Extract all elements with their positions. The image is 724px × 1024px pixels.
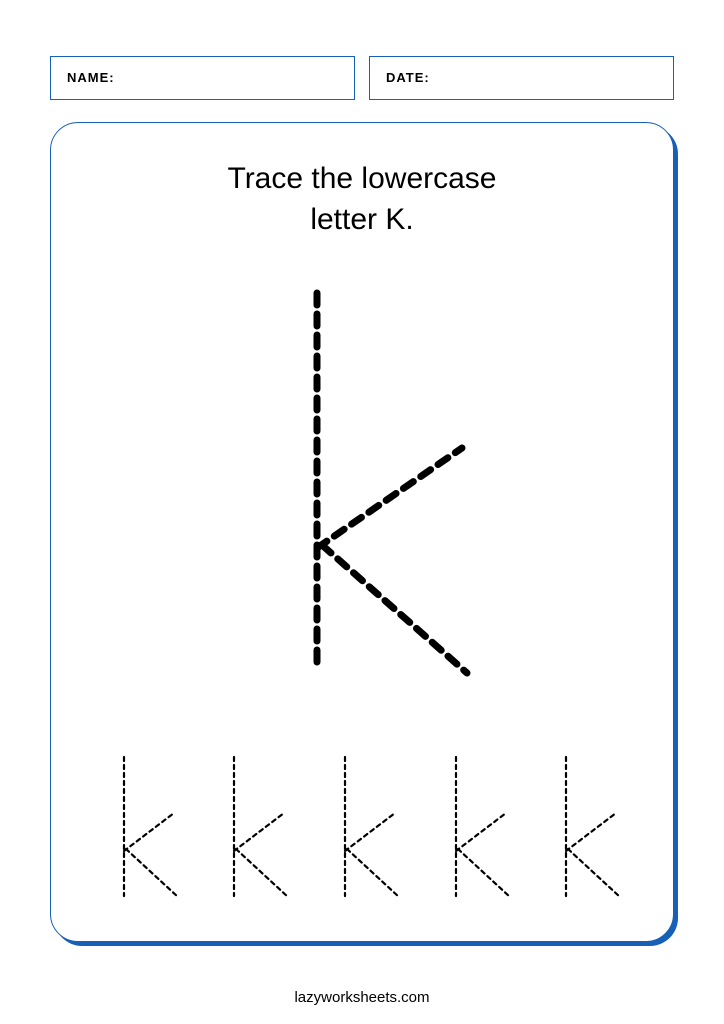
title-line1: Trace the lowercase bbox=[227, 162, 496, 195]
title-line2: letter K. bbox=[310, 203, 413, 236]
small-trace-letter[interactable] bbox=[428, 751, 518, 901]
small-trace-letter[interactable] bbox=[206, 751, 296, 901]
big-letter-svg bbox=[212, 283, 512, 683]
header-row: NAME: DATE: bbox=[50, 56, 674, 100]
date-field-box[interactable]: DATE: bbox=[369, 56, 674, 100]
small-trace-letter[interactable] bbox=[317, 751, 407, 901]
name-field-box[interactable]: NAME: bbox=[50, 56, 355, 100]
date-label: DATE: bbox=[386, 70, 430, 85]
worksheet-title: Trace the lowercase letter K. bbox=[71, 159, 653, 240]
small-letters-row bbox=[51, 751, 673, 901]
footer-credit: lazyworksheets.com bbox=[0, 989, 724, 1006]
name-label: NAME: bbox=[67, 70, 115, 85]
small-trace-letter[interactable] bbox=[96, 751, 186, 901]
main-panel: Trace the lowercase letter K. bbox=[50, 122, 674, 942]
big-trace-letter[interactable] bbox=[212, 283, 512, 683]
small-trace-letter[interactable] bbox=[538, 751, 628, 901]
worksheet-page: NAME: DATE: Trace the lowercase letter K… bbox=[0, 0, 724, 1024]
